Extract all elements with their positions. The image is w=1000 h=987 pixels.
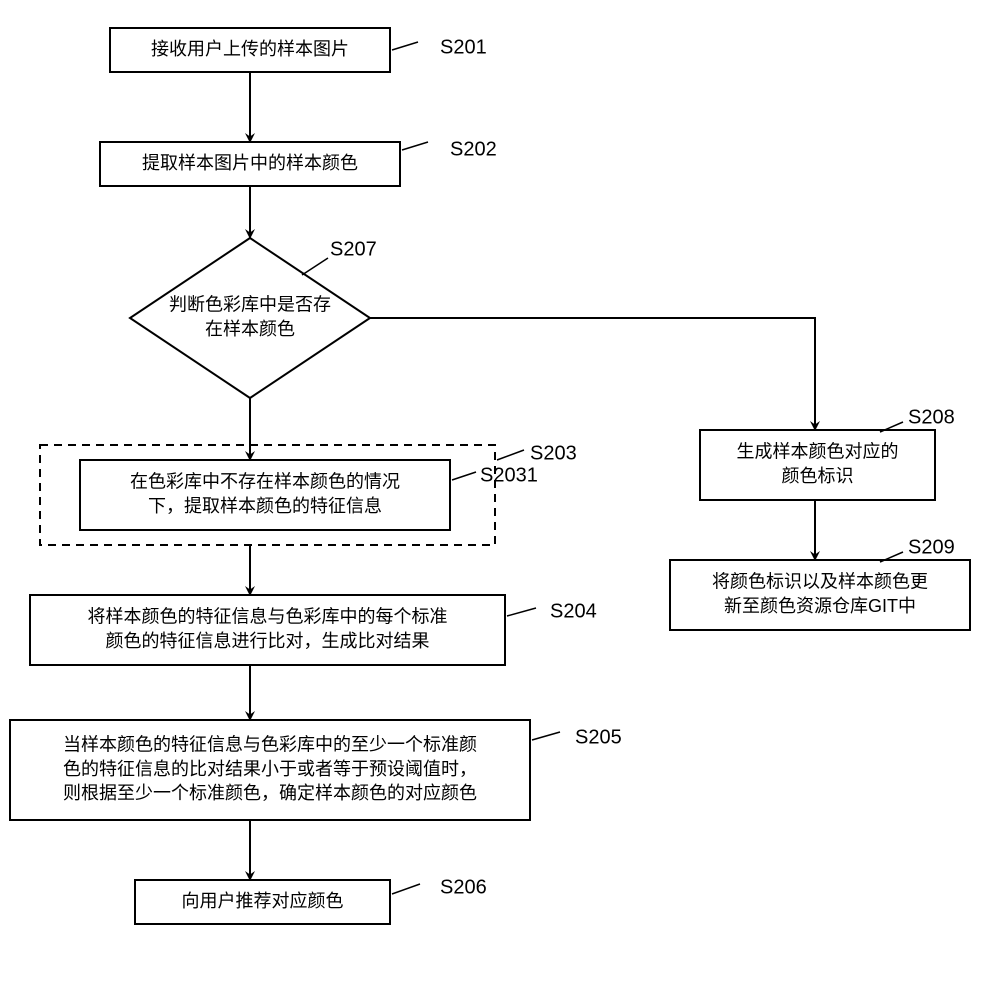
leader-s202: [402, 142, 428, 150]
label-s2031: S2031: [480, 464, 538, 486]
node-s2031: 在色彩库中不存在样本颜色的情况下，提取样本颜色的特征信息: [80, 460, 450, 530]
leader-s204: [507, 608, 536, 616]
label-s205: S205: [575, 726, 622, 748]
edge-s207-s208: [370, 318, 815, 430]
label-s202: S202: [450, 138, 497, 160]
label-s201: S201: [440, 36, 487, 58]
leader-s2031: [452, 472, 476, 480]
node-s205-text-0: 当样本颜色的特征信息与色彩库中的至少一个标准颜: [63, 734, 477, 754]
node-s209-text-0: 将颜色标识以及样本颜色更: [712, 572, 928, 592]
node-s201: 接收用户上传的样本图片: [110, 28, 390, 72]
node-s206: 向用户推荐对应颜色: [135, 880, 390, 924]
node-s205-text-1: 色的特征信息的比对结果小于或者等于预设阈值时，: [63, 759, 477, 779]
node-s204-text-0: 将样本颜色的特征信息与色彩库中的每个标准: [88, 607, 448, 627]
leader-s203: [497, 450, 524, 460]
leader-s207: [302, 258, 328, 275]
leader-s206: [392, 884, 420, 894]
node-s202: 提取样本图片中的样本颜色: [100, 142, 400, 186]
node-s208: 生成样本颜色对应的颜色标识: [700, 430, 935, 500]
node-s209: 将颜色标识以及样本颜色更新至颜色资源仓库GIT中: [670, 560, 970, 630]
node-s2031-text-0: 在色彩库中不存在样本颜色的情况: [130, 472, 400, 492]
node-s208-text-0: 生成样本颜色对应的: [737, 442, 899, 462]
flowchart-diagram: 接收用户上传的样本图片提取样本图片中的样本颜色判断色彩库中是否存在样本颜色在色彩…: [0, 0, 1000, 987]
node-s202-text-0: 提取样本图片中的样本颜色: [142, 153, 358, 173]
label-s208: S208: [908, 406, 955, 428]
node-s204: 将样本颜色的特征信息与色彩库中的每个标准颜色的特征信息进行比对，生成比对结果: [30, 595, 505, 665]
node-s207-text-0: 判断色彩库中是否存: [169, 295, 331, 315]
node-s205-text-2: 则根据至少一个标准颜色，确定样本颜色的对应颜色: [63, 783, 477, 803]
node-s207: 判断色彩库中是否存在样本颜色: [130, 238, 370, 398]
node-s208-text-1: 颜色标识: [782, 466, 854, 486]
node-s207-text-1: 在样本颜色: [205, 319, 295, 339]
label-s204: S204: [550, 600, 597, 622]
node-s205: 当样本颜色的特征信息与色彩库中的至少一个标准颜色的特征信息的比对结果小于或者等于…: [10, 720, 530, 820]
node-s206-text-0: 向用户推荐对应颜色: [182, 891, 344, 911]
node-s209-text-1: 新至颜色资源仓库GIT中: [724, 596, 916, 616]
label-s203: S203: [530, 442, 577, 464]
node-s201-text-0: 接收用户上传的样本图片: [151, 39, 349, 59]
node-s2031-text-1: 下，提取样本颜色的特征信息: [148, 496, 382, 516]
label-s209: S209: [908, 536, 955, 558]
node-s204-text-1: 颜色的特征信息进行比对，生成比对结果: [106, 631, 430, 651]
leader-s205: [532, 732, 560, 740]
label-s207: S207: [330, 238, 377, 260]
label-s206: S206: [440, 876, 487, 898]
leader-s201: [392, 42, 418, 50]
